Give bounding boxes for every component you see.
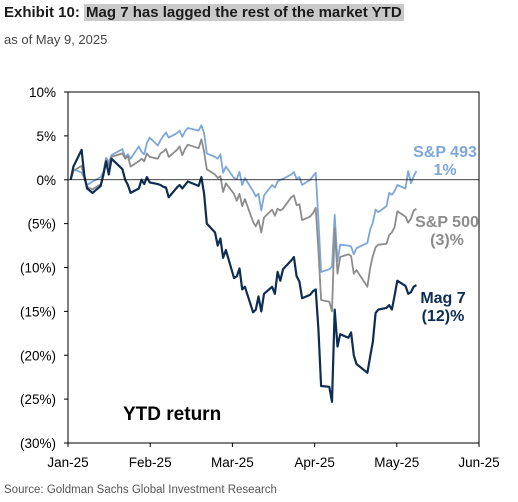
x-axis: Jan-25 Feb-25 Mar-25 Apr-25 May-25 Jun-25 — [47, 443, 500, 470]
series-label: Mag 7 — [420, 290, 465, 307]
y-tick-label: (10%) — [20, 261, 56, 276]
x-tick-label: Jan-25 — [47, 455, 88, 470]
y-tick-label: (5%) — [27, 217, 56, 232]
y-tick-label: (20%) — [20, 348, 56, 363]
series-label: S&P 493 — [413, 144, 477, 161]
line-chart: 10% 5% 0% (5%) (10%) (15%) (20%) (25%) (30%) Jan… — [20, 85, 500, 470]
y-tick-label: 5% — [36, 129, 56, 144]
source-note: Source: Goldman Sachs Global Investment … — [4, 484, 277, 496]
y-axis: 10% 5% 0% (5%) (10%) (15%) (20%) (25%) (30%) — [20, 85, 68, 451]
title-text: Mag 7 has lagged the rest of the market … — [84, 4, 404, 21]
series-end-value: (12)% — [422, 308, 465, 325]
ytd-return-annotation: YTD return — [123, 404, 221, 425]
series-end-value: (3)% — [430, 232, 464, 249]
x-tick-label: Jun-25 — [458, 455, 499, 470]
series-end-value: 1% — [433, 162, 456, 179]
y-tick-label: (15%) — [20, 304, 56, 319]
series-line-mag-7 — [69, 148, 417, 403]
y-tick-label: (25%) — [20, 392, 56, 407]
x-tick-label: Mar-25 — [211, 455, 254, 470]
x-tick-label: Feb-25 — [129, 455, 172, 470]
as-of-date: as of May 9, 2025 — [4, 32, 108, 47]
exhibit-number: Exhibit 10: — [4, 4, 80, 21]
y-tick-label: (30%) — [20, 436, 56, 451]
chart-title: Exhibit 10: Mag 7 has lagged the rest of… — [4, 4, 404, 21]
plot-frame — [67, 91, 480, 444]
y-tick-label: 0% — [36, 173, 56, 188]
x-tick-label: Apr-25 — [294, 455, 335, 470]
x-tick-label: May-25 — [374, 455, 419, 470]
series-line-s-p-493 — [69, 124, 418, 273]
y-tick-label: 10% — [29, 85, 56, 100]
series-lines — [69, 124, 418, 403]
series-label: S&P 500 — [415, 214, 479, 231]
series-line-s-p-500 — [69, 138, 417, 313]
